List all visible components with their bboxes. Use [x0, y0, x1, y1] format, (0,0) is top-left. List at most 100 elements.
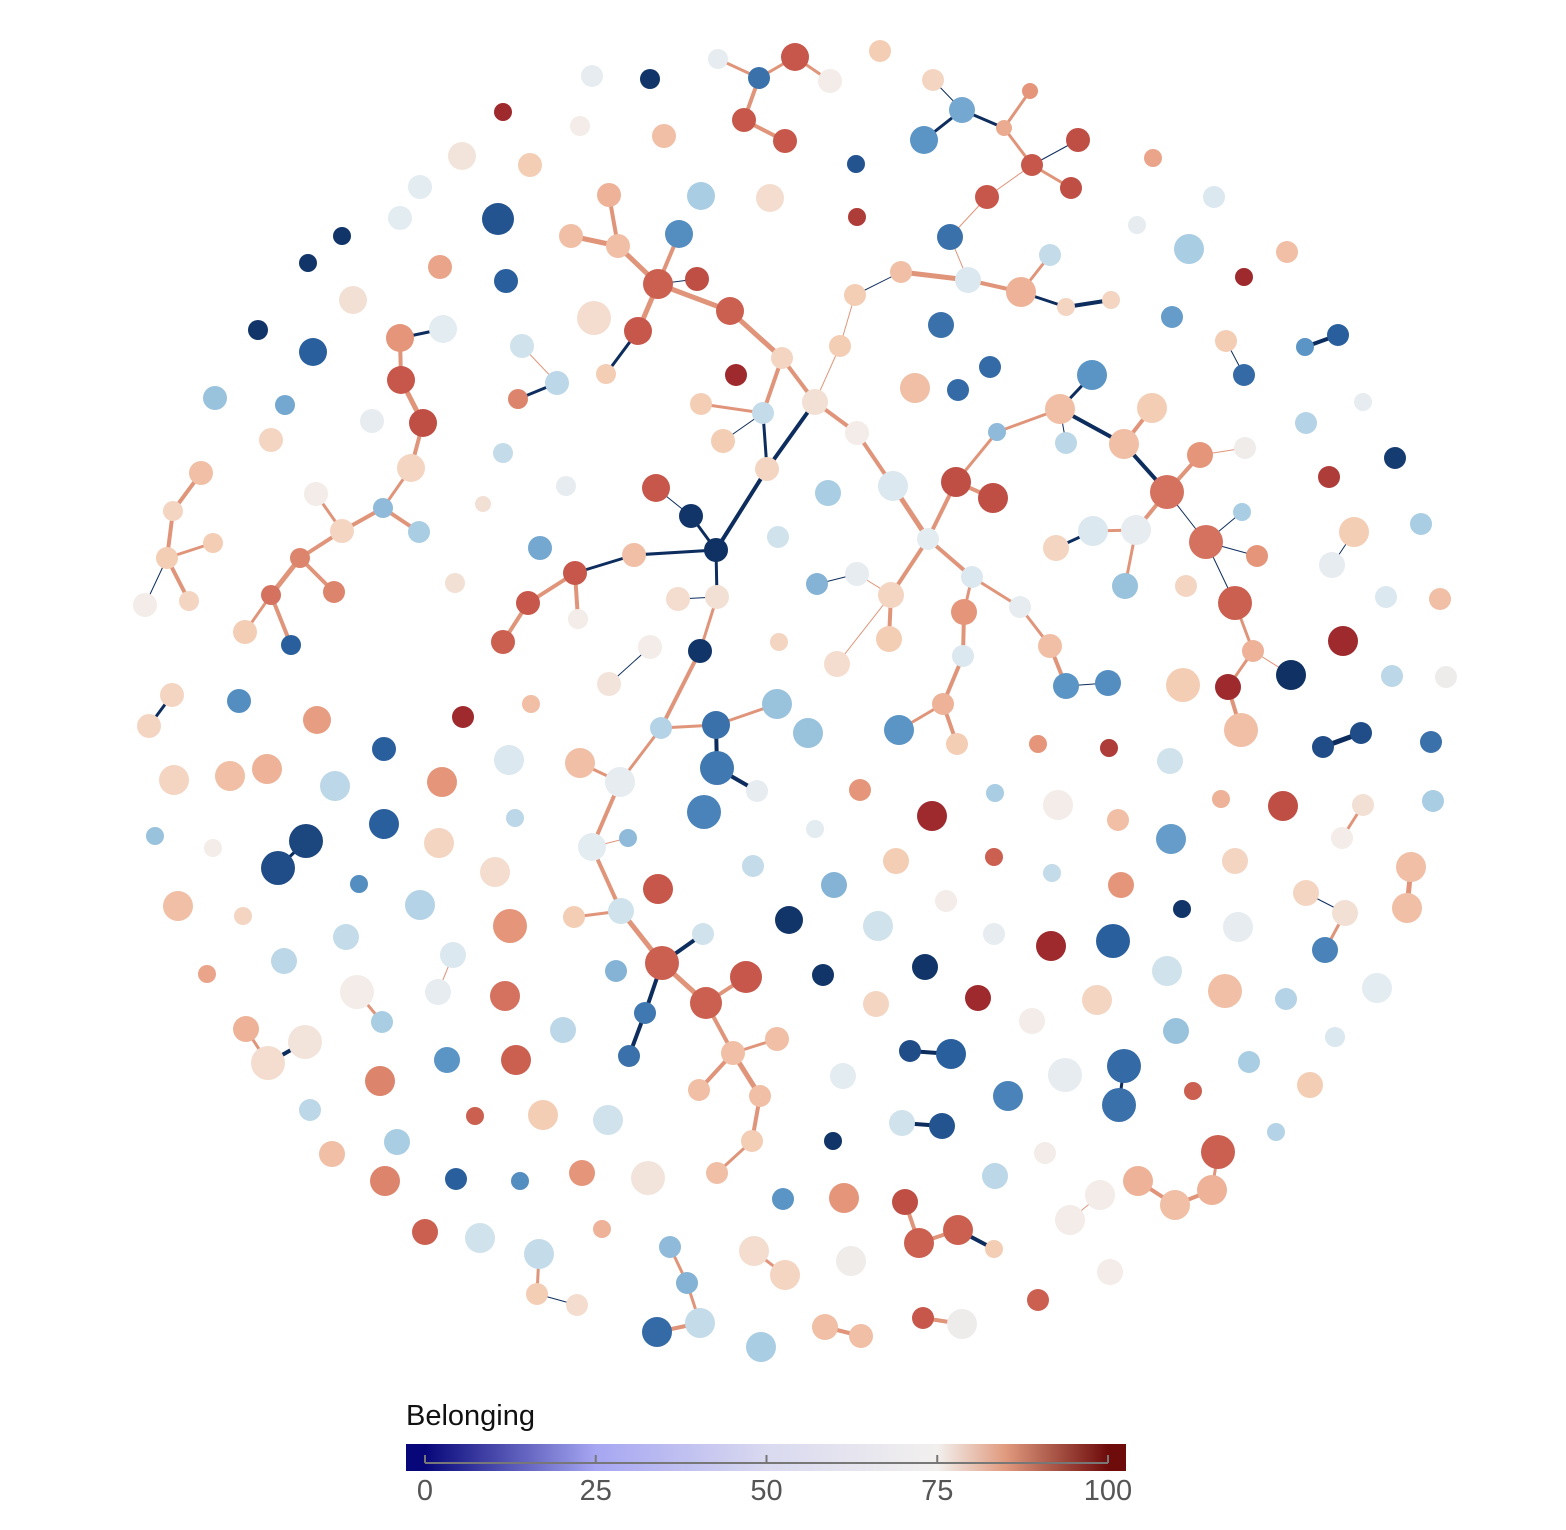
node	[577, 301, 611, 335]
node	[676, 1272, 698, 1294]
node	[836, 1246, 866, 1276]
node	[137, 714, 161, 738]
node	[941, 467, 971, 497]
node	[566, 1294, 588, 1316]
link	[836, 594, 892, 665]
node	[493, 909, 527, 943]
node	[466, 1107, 484, 1125]
node	[360, 409, 384, 433]
node	[1066, 128, 1090, 152]
node	[261, 851, 295, 885]
node	[1235, 268, 1253, 286]
node	[935, 890, 957, 912]
node	[1384, 447, 1406, 469]
node	[821, 872, 847, 898]
node	[993, 1081, 1023, 1111]
node	[704, 538, 728, 562]
node	[252, 754, 282, 784]
node	[289, 824, 323, 858]
node	[350, 875, 368, 893]
node	[159, 765, 189, 795]
node	[1201, 1135, 1235, 1169]
node	[878, 471, 908, 501]
node	[773, 129, 797, 153]
node	[643, 269, 673, 299]
node	[690, 393, 712, 415]
node	[1175, 575, 1197, 597]
node	[494, 269, 518, 293]
link	[659, 650, 702, 729]
node	[597, 672, 621, 696]
node	[1102, 291, 1120, 309]
node	[687, 795, 721, 829]
node	[1121, 515, 1151, 545]
node	[863, 911, 893, 941]
node	[1224, 713, 1258, 747]
node	[802, 389, 828, 415]
node	[397, 454, 425, 482]
node	[1085, 1180, 1115, 1210]
node	[494, 103, 512, 121]
node	[1078, 516, 1108, 546]
node	[1123, 1166, 1153, 1196]
node	[1354, 393, 1372, 411]
node	[929, 1113, 955, 1139]
node	[679, 504, 703, 528]
node	[320, 771, 350, 801]
node	[900, 373, 930, 403]
node	[596, 364, 616, 384]
node	[721, 1041, 745, 1065]
node	[271, 948, 297, 974]
node	[1109, 429, 1139, 459]
node	[685, 267, 709, 291]
node	[665, 220, 693, 248]
node	[1327, 324, 1349, 346]
node	[910, 126, 938, 154]
node	[985, 848, 1003, 866]
colorbar-tick-label: 25	[580, 1475, 612, 1507]
node	[947, 1309, 977, 1339]
node	[884, 715, 914, 745]
node	[409, 409, 437, 437]
node	[522, 695, 540, 713]
node	[806, 820, 824, 838]
node	[1275, 988, 1297, 1010]
node	[642, 1317, 672, 1347]
node	[1057, 298, 1075, 316]
node	[570, 116, 590, 136]
node	[928, 312, 954, 338]
node	[765, 1027, 789, 1051]
node	[387, 366, 415, 394]
node	[917, 801, 947, 831]
node	[372, 737, 396, 761]
node	[755, 457, 779, 481]
node	[1029, 735, 1047, 753]
node	[133, 593, 157, 617]
node	[982, 1163, 1008, 1189]
node	[299, 338, 327, 366]
node	[1160, 1190, 1190, 1220]
node	[749, 1085, 771, 1107]
node	[299, 1099, 321, 1121]
node	[806, 573, 828, 595]
node	[550, 1017, 576, 1043]
node	[1157, 748, 1183, 774]
node	[1187, 442, 1213, 468]
node	[1429, 588, 1451, 610]
node	[815, 480, 841, 506]
node	[323, 581, 345, 603]
node	[340, 975, 374, 1009]
node	[1293, 880, 1319, 906]
node	[493, 443, 513, 463]
node	[605, 960, 627, 982]
node	[490, 981, 520, 1011]
node	[645, 946, 679, 980]
node	[1238, 1051, 1260, 1073]
node	[452, 706, 474, 728]
node	[1352, 794, 1374, 816]
node	[1246, 545, 1268, 567]
node	[1027, 1289, 1049, 1311]
node	[1422, 790, 1444, 812]
node	[1331, 827, 1353, 849]
node	[1276, 241, 1298, 263]
